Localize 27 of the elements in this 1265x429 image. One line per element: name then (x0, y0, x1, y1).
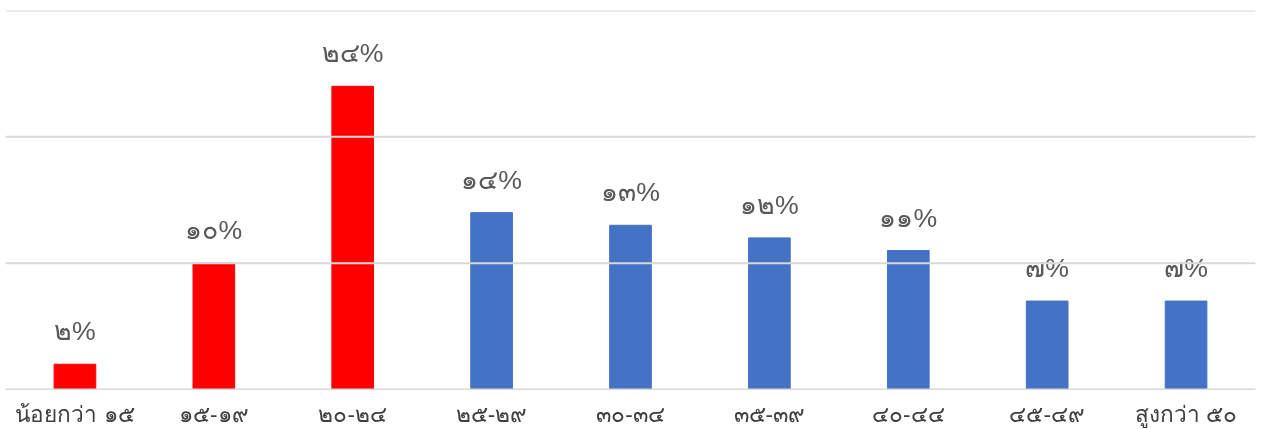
bar (53, 363, 97, 390)
data-label: ๑๔% (461, 164, 522, 195)
data-label: ๒๔% (321, 38, 384, 69)
data-label: ๑๒% (740, 189, 799, 220)
x-tick-label: ๒๕-๒๙ (455, 400, 528, 427)
x-tick-label: ๓๐-๓๔ (596, 400, 665, 427)
data-label: ๑๐% (185, 215, 243, 246)
x-tick-label: ๔๐-๔๔ (872, 400, 945, 427)
x-tick-label: สูงกว่า ๕๐ (1134, 400, 1238, 428)
bar (886, 250, 930, 390)
x-tick-label: ๓๕-๓๙ (733, 400, 806, 427)
data-label: ๒% (54, 316, 96, 347)
x-tick-label: ๒๐-๒๔ (318, 400, 387, 427)
x-tick-label: ๑๕-๑๙ (179, 400, 249, 427)
bar (192, 262, 236, 390)
bar (470, 212, 513, 390)
bar (748, 237, 791, 390)
x-tick-label: น้อยกว่า ๑๕ (15, 400, 135, 427)
data-label: ๗% (1164, 253, 1208, 284)
data-label: ๑๓% (601, 177, 660, 208)
x-tick-label: ๔๕-๔๙ (1009, 400, 1085, 427)
bar (331, 85, 375, 390)
bar (1164, 300, 1208, 390)
data-label: ๑๑% (879, 202, 938, 233)
bar (1025, 300, 1069, 390)
bar (609, 224, 652, 390)
data-label: ๗% (1025, 253, 1070, 284)
